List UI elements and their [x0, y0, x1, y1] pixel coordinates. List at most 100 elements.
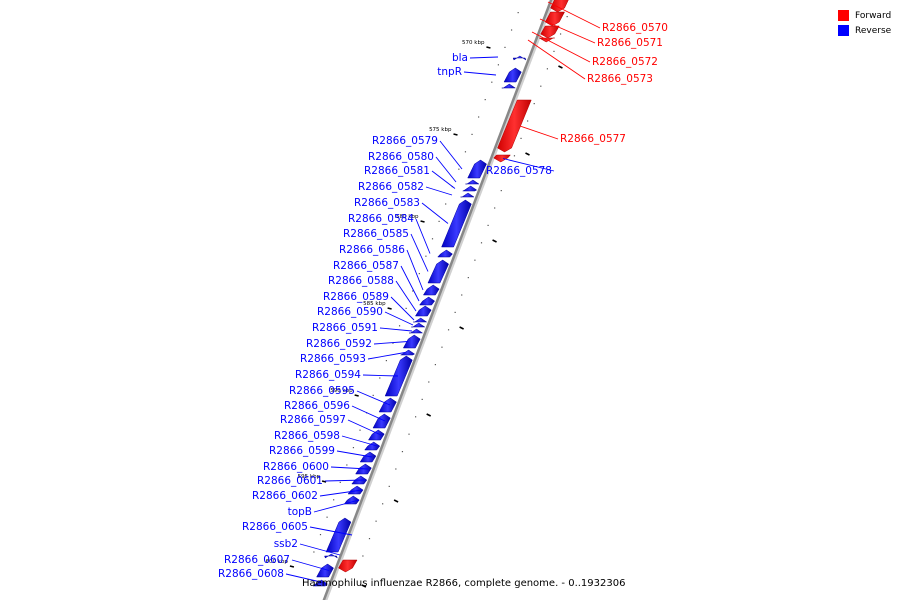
gene-r2866-0586-feature[interactable] — [422, 284, 440, 296]
scale-dot — [491, 81, 493, 83]
gene-topb-leader — [313, 499, 360, 513]
gene-r2866-0589-leader — [390, 296, 415, 321]
gene-r2866-0571-feature[interactable] — [544, 11, 565, 27]
gene-r2866-0573-label[interactable]: R2866_0573 — [587, 73, 653, 85]
gene-r2866-0582-label[interactable]: R2866_0582 — [358, 181, 424, 193]
scale-dot — [428, 381, 430, 383]
gene-r2866-0589-label[interactable]: R2866_0589 — [323, 291, 389, 303]
gene-r2866-0607-feature[interactable] — [316, 563, 334, 578]
gene-r2866-0585-label[interactable]: R2866_0585 — [343, 228, 409, 240]
gene-r2866-0588-label[interactable]: R2866_0588 — [328, 275, 394, 287]
gene-topb-label[interactable]: topB — [288, 506, 312, 518]
gene-r2866-0595-label[interactable]: R2866_0595 — [289, 385, 355, 397]
gene-r2866-0584-label[interactable]: R2866_0584 — [348, 213, 414, 225]
gene-r2866-0580-feature[interactable] — [465, 179, 480, 185]
gene-r2866-0581-feature[interactable] — [462, 185, 478, 192]
gene-tnpr-label[interactable]: tnpR — [437, 66, 462, 78]
gene-r2866-0579-feature[interactable] — [467, 159, 487, 179]
gene-r2866-0598-label[interactable]: R2866_0598 — [274, 430, 340, 442]
gene-r2866-0592-label[interactable]: R2866_0592 — [306, 338, 372, 350]
gene-r2866-0581-label[interactable]: R2866_0581 — [364, 165, 430, 177]
gene-r2866-0596-label[interactable]: R2866_0596 — [284, 400, 350, 412]
gene-r2866-0571-label[interactable]: R2866_0571 — [597, 37, 663, 49]
gene-r2866-0588-leader — [395, 280, 417, 312]
scale-dot — [510, 29, 513, 31]
gene-r2866-0571-leader — [539, 18, 596, 44]
scale-dot — [458, 168, 460, 170]
gene-r2866-0572-label[interactable]: R2866_0572 — [592, 56, 658, 68]
gene-r2866-0578-label[interactable]: R2866_0578 — [486, 165, 552, 177]
gene-r2866-0593-feature[interactable] — [400, 349, 416, 356]
gene-r2866-0597-label[interactable]: R2866_0597 — [280, 414, 346, 426]
scale-dot — [553, 50, 555, 52]
scale-dot — [533, 103, 535, 105]
gene-r2866-0594-feature[interactable] — [384, 355, 413, 397]
scale-dot — [352, 447, 355, 449]
gene-topb-feature[interactable] — [343, 495, 360, 505]
gene-tnpr-feature[interactable] — [503, 67, 522, 83]
gene-r2866-0607-label[interactable]: R2866_0607 — [224, 554, 290, 566]
scale-dot — [480, 242, 483, 244]
gene-r2866-0600-label[interactable]: R2866_0600 — [263, 461, 329, 473]
gene-r2866-0591-feature[interactable] — [409, 328, 424, 334]
gene-r2866-0570-label[interactable]: R2866_0570 — [602, 22, 668, 34]
gene-r2866-0584-leader — [415, 218, 431, 254]
tick-mark — [420, 220, 425, 223]
gene-r2866-0593-label[interactable]: R2866_0593 — [300, 353, 366, 365]
gene-r2866-0590-feature[interactable] — [411, 322, 426, 328]
gene-r2866-0577-label[interactable]: R2866_0577 — [560, 133, 626, 145]
gene-r2866-0570-feature[interactable] — [550, 0, 573, 13]
scale-dot — [415, 416, 417, 418]
gene-r2866-0602-feature[interactable] — [347, 485, 364, 495]
scale-dot — [497, 64, 499, 66]
gene-r2866-0605-label[interactable]: R2866_0605 — [242, 521, 308, 533]
gene-ssb2-label[interactable]: ssb2 — [274, 538, 298, 550]
gene-r2866-0585-feature[interactable] — [427, 259, 449, 284]
gene-bla-feature[interactable] — [512, 55, 527, 61]
scale-dot — [398, 325, 401, 327]
gene-r2866-0583-feature[interactable] — [441, 199, 472, 248]
gene-r2866-0588-feature[interactable] — [414, 305, 432, 317]
gene-r2866-0589-feature[interactable] — [413, 317, 428, 323]
gene-r2866-0594-label[interactable]: R2866_0594 — [295, 369, 361, 381]
gene-r2866-0599-label[interactable]: R2866_0599 — [269, 445, 335, 457]
gene-r2866-0601-label[interactable]: R2866_0601 — [257, 475, 323, 487]
gene-r2866-0577-leader — [519, 125, 559, 140]
gene-r2866-0580-label[interactable]: R2866_0580 — [368, 151, 434, 163]
gene-r2866-0608-label[interactable]: R2866_0608 — [218, 568, 284, 580]
gene-ssb2-feature[interactable] — [324, 553, 338, 559]
scale-dot — [517, 12, 519, 14]
gene-r2866-0583-label[interactable]: R2866_0583 — [354, 197, 420, 209]
gene-r2866-0596-feature[interactable] — [372, 413, 391, 429]
gene-r2866-0582-feature[interactable] — [460, 192, 475, 198]
gene-r2866-0595-feature[interactable] — [378, 397, 397, 413]
gene-bla-label[interactable]: bla — [452, 52, 468, 64]
gene-r2866-0577-feature[interactable] — [497, 99, 532, 153]
gene-r2866-0592-feature[interactable] — [402, 334, 421, 349]
gene-r2866-0591-label[interactable]: R2866_0591 — [312, 322, 378, 334]
tick-mark — [525, 152, 530, 156]
gene-r2866-0586-label[interactable]: R2866_0586 — [339, 244, 405, 256]
backbone-shadow — [324, 0, 555, 600]
gene-feature[interactable] — [338, 559, 358, 573]
gene-r2866-0581-leader — [431, 170, 456, 189]
gene-r2866-0605-feature[interactable] — [325, 517, 352, 553]
gene-r2866-0590-leader — [384, 311, 414, 326]
tick-mark — [321, 480, 327, 483]
scale-dot — [375, 520, 377, 522]
gene-r2866-0602-leader — [319, 489, 363, 497]
gene-r2866-0597-feature[interactable] — [368, 429, 385, 441]
gene-r2866-0608-feature[interactable] — [312, 579, 328, 587]
gene-r2866-0584-feature[interactable] — [437, 249, 453, 258]
gene-r2866-0579-label[interactable]: R2866_0579 — [372, 135, 438, 147]
scale-dot — [513, 155, 516, 157]
gene-r2866-0598-feature[interactable] — [364, 441, 381, 451]
gene-r2866-0587-feature[interactable] — [419, 296, 435, 306]
tick-label: 590 kbp — [330, 388, 353, 394]
gene-tnpa-feature[interactable] — [501, 83, 517, 89]
gene-r2866-0602-label[interactable]: R2866_0602 — [252, 490, 318, 502]
gene-r2866-0599-feature[interactable] — [359, 451, 377, 463]
gene-r2866-0590-label[interactable]: R2866_0590 — [317, 306, 383, 318]
gene-r2866-0587-label[interactable]: R2866_0587 — [333, 260, 399, 272]
gene-r2866-0578-feature[interactable] — [493, 154, 511, 163]
